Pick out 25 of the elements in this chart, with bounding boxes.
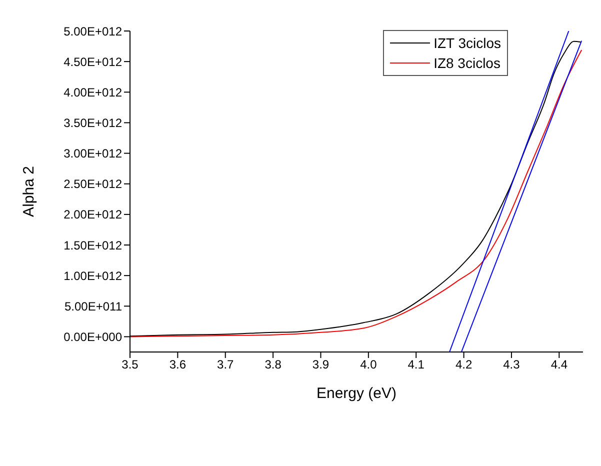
y-tick-label: 2.00E+012 — [64, 208, 122, 222]
x-tick-label: 4.0 — [360, 358, 378, 372]
y-tick-label: 1.00E+012 — [64, 268, 122, 283]
x-tick-label: 3.7 — [217, 358, 234, 372]
y-tick-label: 3.00E+012 — [64, 146, 122, 161]
x-tick-label: 4.4 — [550, 358, 568, 372]
y-tick-label: 5.00E+012 — [64, 24, 122, 38]
y-tick-label: 4.00E+012 — [64, 85, 122, 100]
y-axis-title: Alpha 2 — [20, 166, 38, 217]
x-tick-label: 3.8 — [264, 358, 282, 372]
x-tick-label: 3.6 — [169, 358, 186, 372]
y-tick-label: 1.50E+012 — [64, 238, 122, 252]
y-tick-label: 4.50E+012 — [64, 54, 122, 69]
x-tick-label: 4.2 — [455, 358, 472, 372]
x-tick-label: 4.1 — [408, 358, 425, 372]
x-axis-title: Energy (eV) — [316, 385, 397, 402]
y-tick-label: 5.00E+011 — [64, 299, 122, 314]
y-tick-label: 2.50E+012 — [64, 177, 122, 192]
x-tick-label: 3.5 — [122, 358, 139, 372]
y-tick-label: 3.50E+012 — [64, 116, 122, 130]
legend-label: IZT 3ciclos — [434, 35, 501, 51]
y-tick-label: 0.00E+000 — [64, 330, 122, 344]
x-tick-label: 3.9 — [312, 358, 330, 372]
x-tick-label: 4.3 — [503, 358, 520, 372]
legend-label: IZ8 3ciclos — [434, 55, 500, 71]
